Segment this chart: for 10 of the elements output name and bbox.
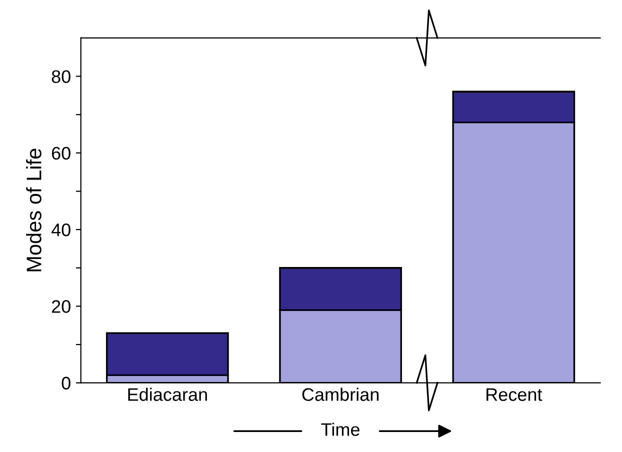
y-tick-label: 20 [52, 300, 70, 313]
x-tick-label: Ediacaran [128, 388, 207, 401]
y-tick-label: 40 [51, 224, 70, 236]
x-tick-label: Cambrian [302, 388, 379, 401]
y-tick-label: 80 [52, 70, 70, 84]
y-tick-label: 0 [62, 376, 70, 390]
y-tick-label: 60 [52, 146, 70, 160]
x-tick-label: Recent [486, 388, 542, 401]
y-axis-title: Modes of Life [26, 148, 42, 272]
x-axis-title: Time [321, 422, 360, 436]
